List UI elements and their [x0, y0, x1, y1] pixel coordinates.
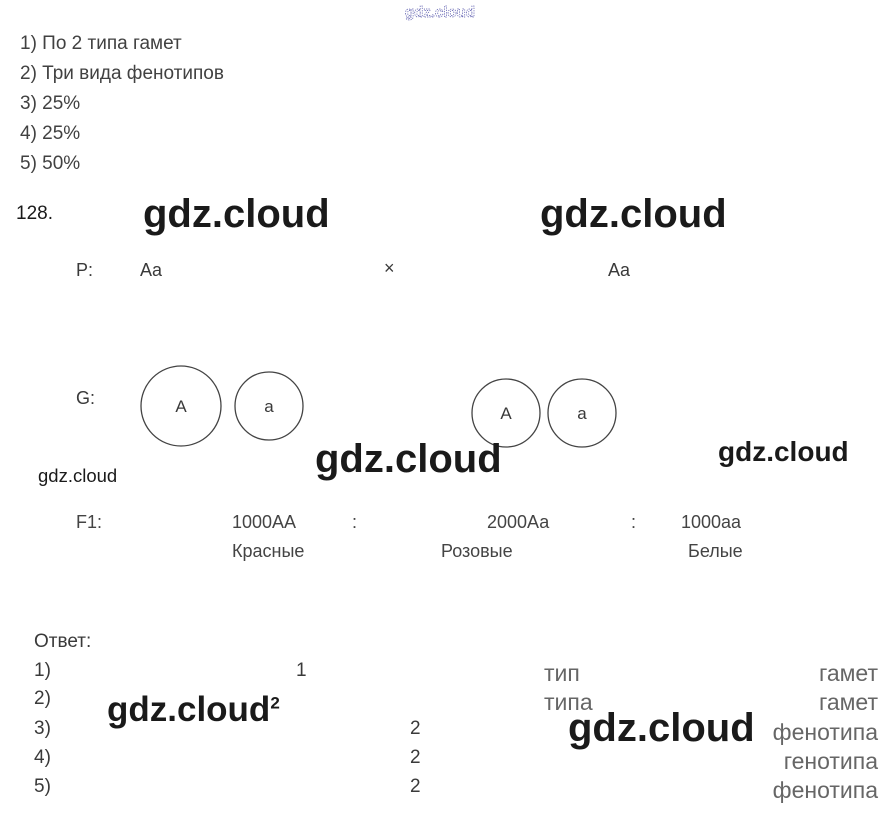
svg-text:a: a	[577, 404, 587, 423]
svg-text:A: A	[500, 404, 512, 423]
svg-text:A: A	[175, 397, 187, 416]
svg-text:a: a	[264, 397, 274, 416]
